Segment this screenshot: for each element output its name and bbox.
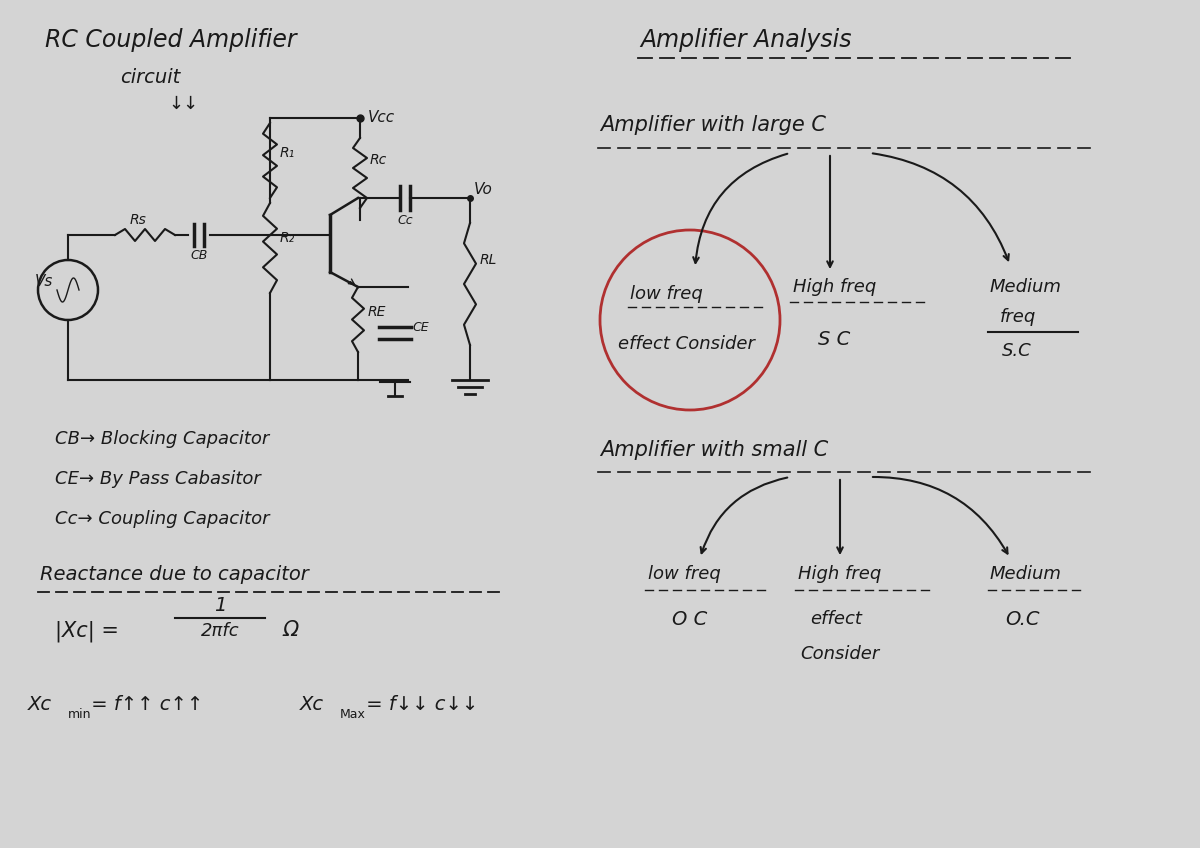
Text: RL: RL bbox=[480, 253, 497, 267]
Text: S C: S C bbox=[818, 330, 851, 349]
Text: CB→ Blocking Capacitor: CB→ Blocking Capacitor bbox=[55, 430, 269, 448]
Text: = f↓↓ c↓↓: = f↓↓ c↓↓ bbox=[360, 695, 479, 714]
Text: S.C: S.C bbox=[1002, 342, 1032, 360]
Text: Medium: Medium bbox=[990, 565, 1062, 583]
Text: Amplifier with large C: Amplifier with large C bbox=[600, 115, 826, 135]
Text: low freq: low freq bbox=[630, 285, 703, 303]
Text: 2πfc: 2πfc bbox=[200, 622, 239, 640]
Text: Consider: Consider bbox=[800, 645, 880, 663]
Text: Cc→ Coupling Capacitor: Cc→ Coupling Capacitor bbox=[55, 510, 270, 528]
Text: min: min bbox=[68, 708, 91, 721]
Text: Vs: Vs bbox=[35, 274, 53, 289]
Text: circuit: circuit bbox=[120, 68, 180, 87]
Text: Xc: Xc bbox=[300, 695, 324, 714]
Text: Max: Max bbox=[340, 708, 366, 721]
Text: effect: effect bbox=[810, 610, 862, 628]
Text: RC Coupled Amplifier: RC Coupled Amplifier bbox=[46, 28, 296, 52]
Text: Amplifier with small C: Amplifier with small C bbox=[600, 440, 828, 460]
Text: RE: RE bbox=[368, 305, 386, 319]
Text: Xc: Xc bbox=[28, 695, 52, 714]
Text: R₁: R₁ bbox=[280, 146, 295, 160]
Text: High freq: High freq bbox=[793, 278, 876, 296]
Text: |Xc| =: |Xc| = bbox=[55, 620, 126, 641]
Text: Vo: Vo bbox=[474, 182, 493, 197]
Text: Ω: Ω bbox=[270, 620, 299, 640]
Text: CE: CE bbox=[412, 321, 428, 334]
Text: low freq: low freq bbox=[648, 565, 721, 583]
Text: R₂: R₂ bbox=[280, 231, 295, 245]
Text: Amplifier Analysis: Amplifier Analysis bbox=[640, 28, 852, 52]
Text: Rc: Rc bbox=[370, 153, 388, 167]
Text: O C: O C bbox=[672, 610, 707, 629]
Text: High freq: High freq bbox=[798, 565, 881, 583]
Text: Rs: Rs bbox=[130, 213, 146, 227]
Text: = f↑↑ c↑↑: = f↑↑ c↑↑ bbox=[85, 695, 203, 714]
Text: CB: CB bbox=[190, 249, 208, 262]
Text: ↓↓: ↓↓ bbox=[168, 95, 198, 113]
Text: effect Consider: effect Consider bbox=[618, 335, 755, 353]
Text: freq: freq bbox=[1000, 308, 1037, 326]
Text: O.C: O.C bbox=[1006, 610, 1039, 629]
Text: CE→ By Pass Cabasitor: CE→ By Pass Cabasitor bbox=[55, 470, 260, 488]
Text: 1: 1 bbox=[214, 596, 226, 615]
Text: Cc: Cc bbox=[397, 214, 413, 227]
Text: Vcc: Vcc bbox=[368, 110, 395, 125]
Text: Reactance due to capacitor: Reactance due to capacitor bbox=[40, 565, 308, 584]
Text: Medium: Medium bbox=[990, 278, 1062, 296]
